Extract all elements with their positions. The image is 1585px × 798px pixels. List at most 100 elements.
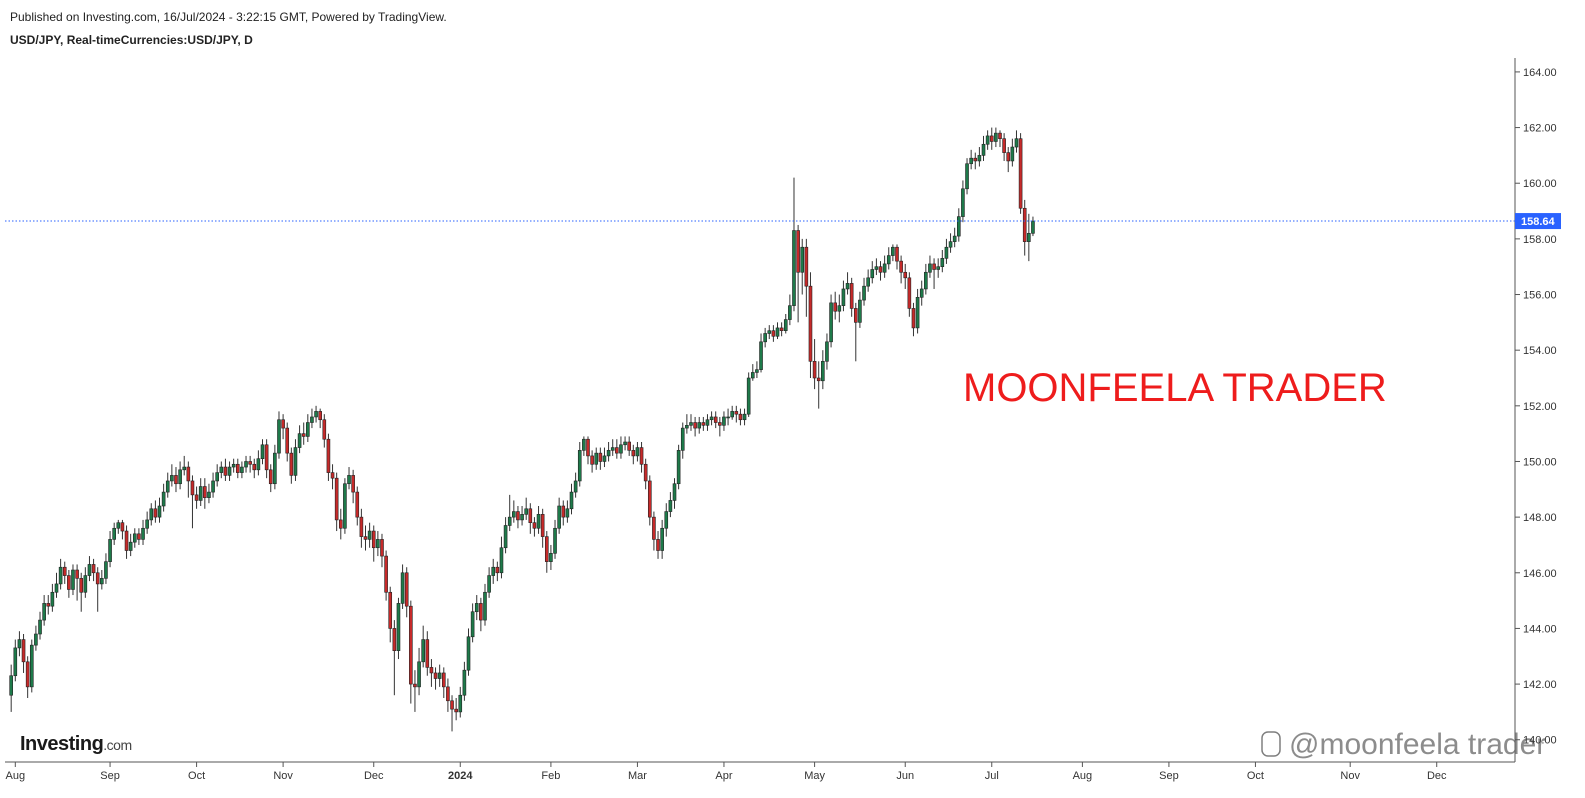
candle-body	[400, 572, 405, 604]
candle-body	[87, 564, 92, 576]
candle-body	[858, 299, 862, 323]
candle-body	[730, 411, 734, 418]
candle-body	[928, 263, 932, 273]
candle-body	[289, 452, 294, 476]
candle-body	[788, 305, 792, 320]
candle-body	[417, 661, 421, 688]
candle-body	[314, 411, 318, 418]
candle-body	[297, 433, 302, 448]
candle-body	[623, 441, 627, 446]
candle-body	[722, 416, 726, 426]
candle-body	[132, 533, 137, 543]
candle-body	[647, 480, 652, 518]
candle-body	[808, 285, 813, 362]
candle-body	[25, 661, 30, 688]
candle-body	[223, 466, 228, 476]
candle-body	[899, 260, 903, 273]
candle-body	[46, 603, 51, 607]
candle-body	[701, 422, 706, 426]
candle-body	[13, 647, 18, 677]
last-price-label: 158.64	[1521, 216, 1556, 228]
candle-body	[1031, 220, 1035, 234]
candle-body	[672, 483, 677, 501]
candle-body	[54, 583, 59, 593]
candle-body	[994, 132, 998, 142]
candle-body	[783, 319, 788, 331]
candle-body	[932, 263, 936, 270]
candle-body	[878, 266, 883, 273]
candle-body	[680, 427, 685, 451]
candle-body	[610, 447, 615, 451]
candle-body	[256, 458, 261, 471]
candle-body	[17, 639, 22, 649]
candle-body	[104, 561, 108, 579]
candle-body	[586, 438, 590, 457]
candle-body	[520, 514, 524, 521]
candle-body	[882, 263, 887, 273]
candle-body	[71, 569, 75, 590]
candle-body	[689, 422, 693, 426]
candle-body	[734, 411, 739, 415]
y-tick-label: 144.00	[1523, 623, 1557, 635]
candle-body	[973, 157, 978, 162]
candle-body	[392, 628, 397, 651]
candle-body	[557, 505, 561, 529]
candle-body	[495, 566, 500, 574]
candle-body	[108, 539, 112, 562]
candle-body	[652, 516, 656, 540]
candle-body	[1018, 138, 1023, 209]
candle-body	[380, 539, 384, 557]
candle-body	[635, 447, 640, 457]
candle-body	[693, 422, 697, 429]
candle-body	[306, 422, 310, 437]
candle-body	[507, 516, 512, 526]
candle-body	[709, 416, 714, 421]
candle-body	[590, 455, 594, 465]
candle-body	[668, 500, 673, 512]
candle-body	[697, 422, 702, 429]
candle-body	[165, 480, 170, 493]
candle-body	[985, 135, 990, 145]
candle-body	[219, 466, 224, 473]
y-tick-label: 160.00	[1523, 178, 1557, 190]
y-tick-label: 158.00	[1523, 234, 1557, 246]
candle-body	[499, 547, 504, 574]
candle-body	[998, 132, 1002, 139]
candle-body	[198, 486, 203, 501]
candle-body	[738, 413, 743, 421]
candle-body	[120, 522, 125, 532]
candle-body	[355, 491, 360, 518]
candle-body	[293, 447, 298, 476]
y-tick-label: 156.00	[1523, 290, 1557, 302]
candle-body	[940, 258, 945, 267]
candle-body	[9, 675, 13, 696]
candle-body	[273, 452, 277, 485]
candle-body	[565, 508, 570, 518]
candle-body	[359, 516, 364, 537]
x-tick-label: Apr	[715, 770, 732, 782]
candle-body	[853, 308, 858, 323]
candle-body	[759, 341, 763, 370]
candle-body	[330, 472, 335, 479]
candle-body	[479, 603, 483, 621]
candle-body	[771, 330, 776, 337]
watermark: @moonfeela trader	[1261, 728, 1546, 761]
candle-body	[351, 475, 355, 493]
candle-body	[50, 591, 55, 607]
candle-body	[685, 425, 689, 429]
candle-body	[458, 694, 463, 713]
candle-body	[371, 530, 376, 549]
candle-body	[363, 536, 368, 540]
candle-body	[569, 491, 574, 510]
candle-body	[742, 413, 747, 421]
candle-body	[796, 230, 800, 273]
x-tick-label: Nov	[273, 770, 293, 782]
candle-body	[952, 235, 957, 242]
candle-body	[264, 444, 269, 471]
chart-title: USD/JPY, Real-timeCurrencies:USD/JPY, D	[10, 33, 253, 47]
y-tick-label: 162.00	[1523, 123, 1557, 135]
candle-body	[553, 527, 557, 554]
candle-body	[961, 188, 965, 217]
candle-body	[433, 672, 438, 679]
